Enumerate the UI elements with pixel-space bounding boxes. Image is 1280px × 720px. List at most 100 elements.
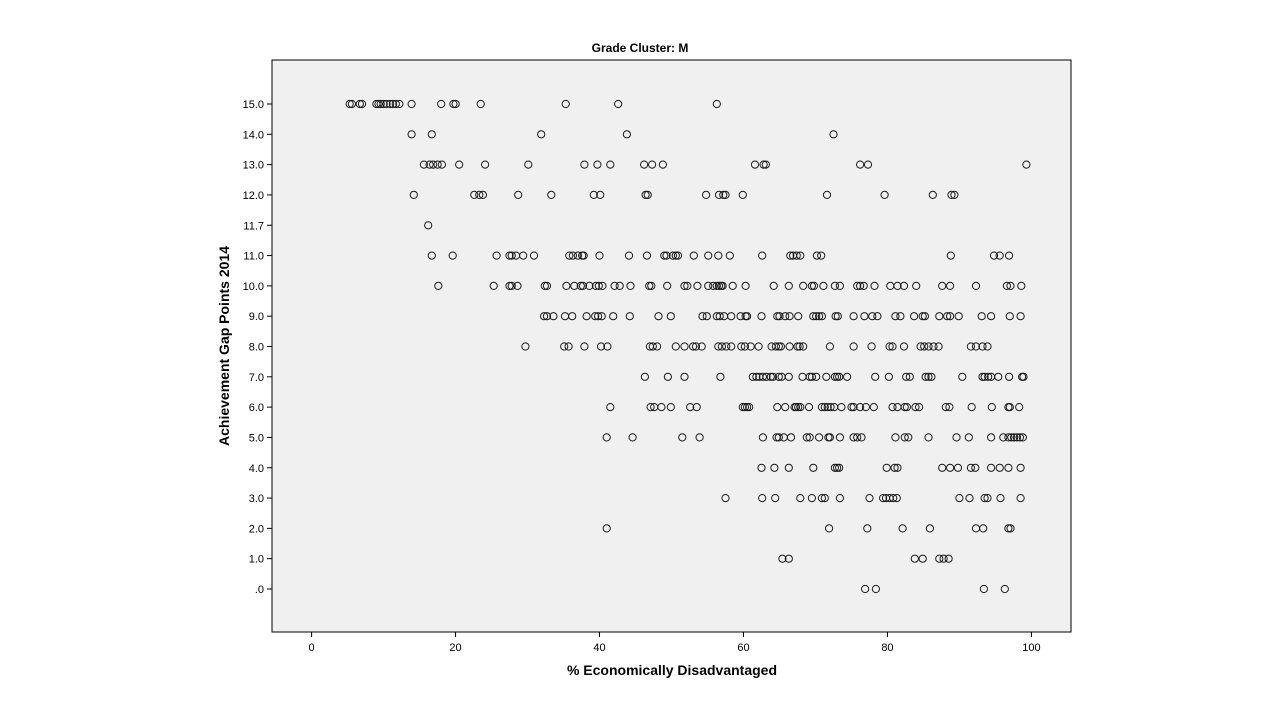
data-point [1005,372,1014,381]
data-point [983,342,992,351]
data-point [680,372,689,381]
data-point [849,403,858,412]
data-point [825,433,835,442]
data-point [712,99,721,109]
data-point [560,342,569,351]
data-point [778,554,787,563]
data-point [868,312,877,321]
data-point [660,251,669,260]
data-point [835,281,845,290]
data-point [702,312,711,321]
data-point [759,160,768,169]
data-point [1000,584,1009,594]
data-point [1006,281,1015,290]
data-point [507,251,516,260]
data-point [561,99,570,109]
data-point [507,281,516,290]
data-point [596,190,605,199]
data-point [595,251,604,260]
y-tick-label: 7.0 [249,372,264,384]
x-axis: 0 20 40 60 80 100 [309,632,1041,654]
data-point [1004,524,1013,533]
data-point [1012,433,1022,442]
data-point [820,403,829,412]
data-point [822,372,831,381]
data-point [799,281,808,290]
data-point [898,524,907,533]
data-point [758,372,768,381]
data-point [849,433,858,442]
data-point [597,312,606,321]
data-point [912,281,921,290]
data-point [712,281,721,290]
data-point [904,433,913,442]
data-point [879,494,888,503]
data-point [754,342,763,351]
data-point [757,312,766,321]
data-points [345,99,1031,594]
x-tick-label: 40 [593,642,605,654]
data-point [589,190,598,199]
data-point [615,281,624,290]
data-point [347,99,356,109]
data-point [867,342,876,351]
data-point [1005,251,1014,260]
data-point [954,312,963,321]
data-point [770,463,779,472]
data-point [738,403,747,412]
data-point [697,342,706,351]
data-point [407,130,416,139]
data-point [624,251,634,260]
data-point [830,372,840,381]
data-point [896,312,905,321]
data-point [774,433,783,442]
x-axis-label: % Economically Disadvantaged [567,662,777,678]
data-point [831,312,840,321]
data-point [794,312,803,321]
data-point [719,190,728,199]
data-point [924,342,933,351]
data-point [939,554,948,563]
data-point [437,99,446,109]
data-point [916,342,925,351]
data-point [853,433,862,442]
data-point [889,494,898,503]
data-point [698,312,707,321]
data-point [792,251,801,260]
data-point [784,463,793,472]
data-point [721,494,730,503]
data-point [987,463,996,472]
data-point [980,494,989,503]
data-point [785,312,794,321]
data-point [987,312,996,321]
data-point [885,342,894,351]
data-point [524,160,533,169]
data-point [796,403,805,412]
data-point [680,281,689,290]
data-point [1022,160,1031,169]
data-point [591,312,600,321]
data-point [476,99,485,109]
data-point [807,281,817,290]
data-point [781,312,790,321]
data-point [757,463,766,472]
data-point [776,342,786,351]
data-point [594,281,603,290]
data-point [542,281,552,290]
data-point [859,281,868,290]
data-point [671,342,680,351]
data-point [943,312,952,321]
data-point [683,281,692,290]
data-point [928,190,937,199]
data-point [870,281,879,290]
data-point [745,403,754,412]
data-point [794,403,803,412]
data-point [980,372,989,381]
data-point [860,312,869,321]
data-point [833,463,842,472]
data-point [766,372,775,381]
data-point [935,312,944,321]
data-point [958,372,967,381]
data-point [892,494,901,503]
data-point [433,160,442,169]
